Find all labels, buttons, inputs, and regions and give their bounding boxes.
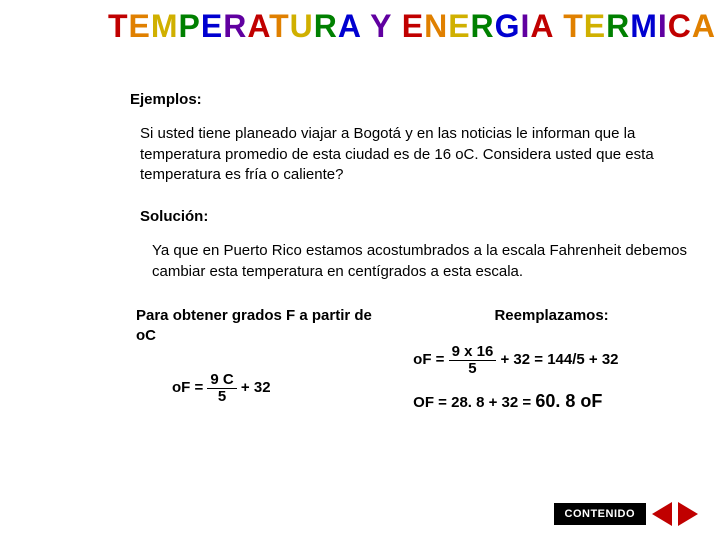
formula-substituted: oF = 9 x 165 + 32 = 144/5 + 32 xyxy=(413,344,690,377)
formula-row: Para obtener grados F a partir de oC oF … xyxy=(136,306,690,413)
formula-tail: + 32 xyxy=(237,379,271,396)
ejemplos-heading: Ejemplos: xyxy=(130,90,690,110)
solucion-explanation: Ya que en Puerto Rico estamos acostumbra… xyxy=(152,241,690,282)
formula-lhs: oF = xyxy=(172,379,207,396)
fraction: 9 C5 xyxy=(207,372,236,405)
result-value: 60. 8 oF xyxy=(535,391,602,411)
problem-statement: Si usted tiene planeado viajar a Bogotá … xyxy=(140,124,690,185)
next-arrow-icon[interactable] xyxy=(678,502,698,526)
fraction-denominator: 5 xyxy=(449,361,497,377)
formula-result: OF = 28. 8 + 32 = 60. 8 oF xyxy=(413,389,690,413)
sidebar-vertical-title: TERMODINAMICA xyxy=(0,76,10,498)
content-area: Ejemplos: Si usted tiene planeado viajar… xyxy=(130,90,690,413)
fraction-numerator: 9 C xyxy=(207,372,236,389)
formula-generic: oF = 9 C5 + 32 xyxy=(172,372,383,405)
nav-controls: CONTENIDO xyxy=(554,502,699,526)
formula-tail: 144/5 + 32 xyxy=(547,351,618,368)
fraction-numerator: 9 x 16 xyxy=(449,344,497,361)
formula-mid: + 32 = xyxy=(496,351,547,368)
result-lhs: OF = 28. 8 + 32 = xyxy=(413,394,535,411)
fraction: 9 x 165 xyxy=(449,344,497,377)
solucion-heading: Solución: xyxy=(140,207,690,227)
formula-lhs: oF = xyxy=(413,351,448,368)
para-obtener-label: Para obtener grados F a partir de oC xyxy=(136,306,383,347)
reemplazamos-label: Reemplazamos: xyxy=(413,306,690,326)
prev-arrow-icon[interactable] xyxy=(652,502,672,526)
contenido-button[interactable]: CONTENIDO xyxy=(554,503,647,525)
page-title: TEMPERATURA Y ENERGIA TERMICA xyxy=(108,8,716,45)
fraction-denominator: 5 xyxy=(207,389,236,405)
formula-generic-column: Para obtener grados F a partir de oC oF … xyxy=(136,306,383,413)
formula-substituted-column: Reemplazamos: oF = 9 x 165 + 32 = 144/5 … xyxy=(413,306,690,413)
